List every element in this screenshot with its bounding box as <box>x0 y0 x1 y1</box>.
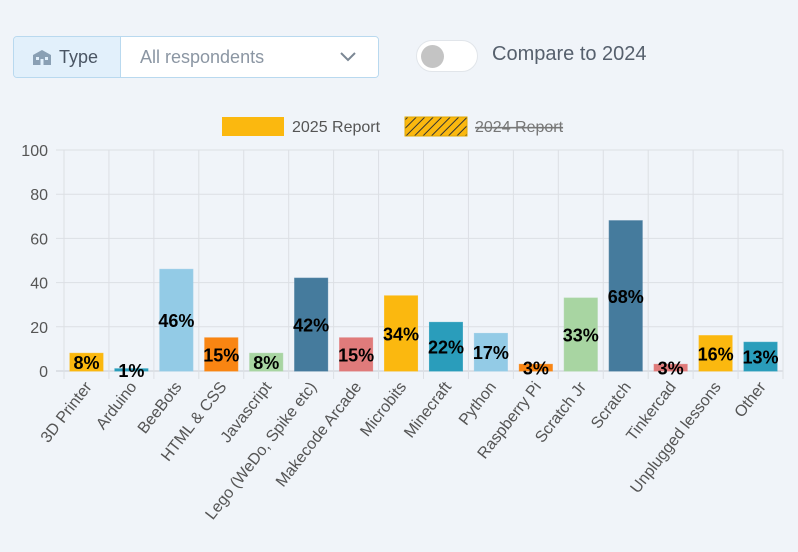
bar[interactable] <box>384 295 419 372</box>
bar[interactable] <box>518 363 553 372</box>
value-label: 34% <box>383 324 419 344</box>
value-label: 1% <box>118 361 144 381</box>
filter-label: Type <box>14 37 121 77</box>
bar[interactable] <box>743 341 778 372</box>
bar[interactable] <box>249 352 284 372</box>
compare-toggle[interactable] <box>416 40 478 72</box>
value-label: 3% <box>523 359 549 379</box>
bar[interactable] <box>294 277 329 372</box>
filter-label-text: Type <box>59 46 99 67</box>
chart: 2025 Report 2024 Report 0 20 40 60 80 100 3D Pri… <box>21 116 784 523</box>
bar[interactable] <box>653 363 688 372</box>
toggle-label: Compare to 2024 <box>492 43 647 65</box>
legend-label[interactable]: 2025 Report <box>292 119 381 136</box>
legend-swatch[interactable] <box>404 116 468 137</box>
value-label: 13% <box>743 348 779 368</box>
toggle-knob <box>421 45 444 68</box>
value-label: 16% <box>698 344 734 364</box>
y-tick-label: 40 <box>30 276 48 293</box>
x-tick-label: Minecraft <box>401 379 455 442</box>
filter-select[interactable]: All respondents <box>121 37 378 77</box>
y-tick-label: 0 <box>39 364 48 381</box>
x-tick-label: Python <box>456 379 500 429</box>
legend-label[interactable]: 2024 Report <box>475 119 564 136</box>
value-label: 42% <box>293 316 329 336</box>
x-tick-label: Other <box>732 378 770 421</box>
y-tick-label: 60 <box>30 231 48 248</box>
value-label: 46% <box>158 311 194 331</box>
value-label: 22% <box>428 338 464 358</box>
value-label: 15% <box>203 345 239 365</box>
value-label: 17% <box>473 343 509 363</box>
bar[interactable] <box>698 335 733 372</box>
y-tick-label: 80 <box>30 187 48 204</box>
x-tick-label: Scratch <box>588 379 635 432</box>
bar[interactable] <box>114 368 149 372</box>
value-label: 15% <box>338 345 374 365</box>
legend-swatch[interactable] <box>222 117 284 136</box>
bar[interactable] <box>339 337 374 372</box>
x-tick-label: 3D Printer <box>38 378 96 446</box>
value-label: 33% <box>563 326 599 346</box>
bar[interactable] <box>428 321 463 372</box>
bar[interactable] <box>608 220 643 372</box>
bar[interactable] <box>69 352 104 372</box>
value-label: 3% <box>658 359 684 379</box>
x-tick-label: Unplugged lessons <box>628 379 725 497</box>
value-label: 8% <box>73 353 99 373</box>
value-label: 68% <box>608 287 644 307</box>
value-label: 8% <box>253 353 279 373</box>
bar[interactable] <box>563 297 598 372</box>
x-tick-label: Arduino <box>93 379 140 433</box>
type-filter[interactable]: Type All respondents <box>13 36 379 78</box>
bar[interactable] <box>159 268 194 372</box>
x-tick-label: Makecode Arcade <box>273 379 365 490</box>
building-icon <box>33 50 51 65</box>
bar[interactable] <box>204 337 239 372</box>
chevron <box>340 52 356 62</box>
y-tick-label: 20 <box>30 320 48 337</box>
bar[interactable] <box>473 332 508 372</box>
y-tick-label: 100 <box>21 143 48 160</box>
filter-value: All respondents <box>140 46 265 67</box>
